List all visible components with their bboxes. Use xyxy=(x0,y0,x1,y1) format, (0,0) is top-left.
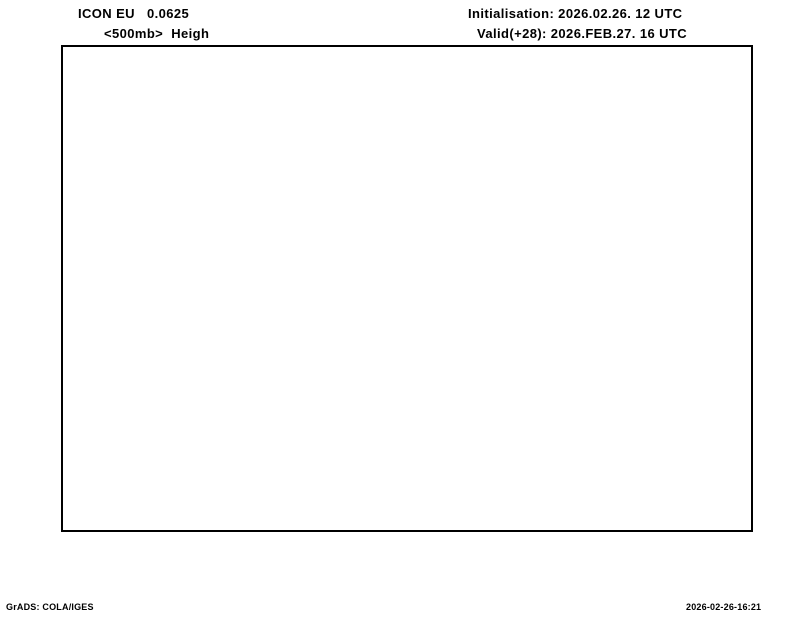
contour-map-plot xyxy=(61,45,753,532)
valid-time-text: Valid(+28): 2026.FEB.27. 16 UTC xyxy=(477,26,688,41)
model-title: ICON EU 0.0625 xyxy=(78,6,190,21)
footer-credit: GrADS: COLA/IGES xyxy=(6,602,94,612)
plot-inner xyxy=(63,47,751,530)
level-subtitle: <500mb> Heigh xyxy=(104,26,210,41)
contour-svg xyxy=(63,47,751,530)
initialisation-text: Initialisation: 2026.02.26. 12 UTC xyxy=(468,6,683,21)
footer-timestamp: 2026-02-26-16:21 xyxy=(686,602,762,612)
